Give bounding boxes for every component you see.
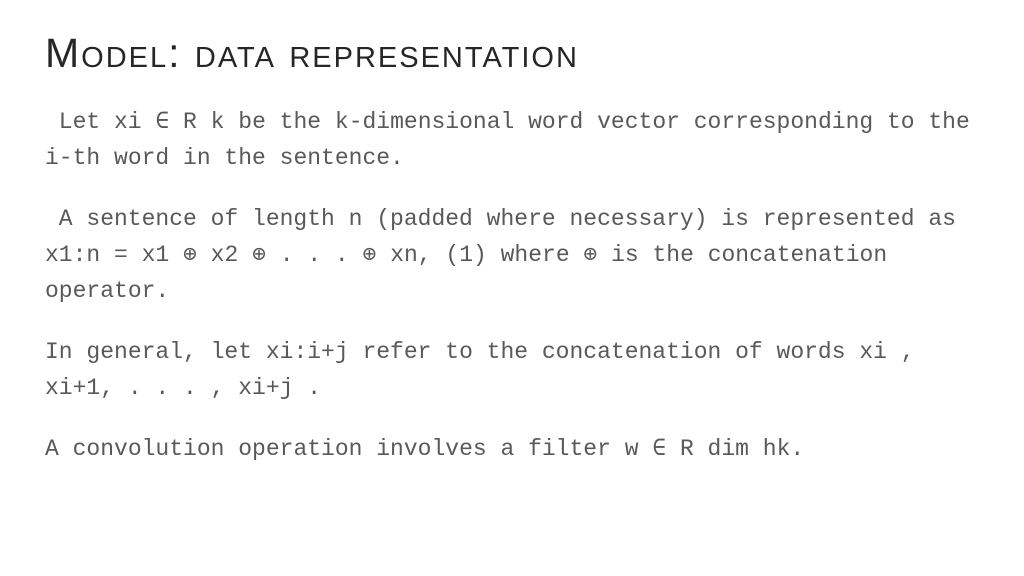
paragraph-1: Let xi ∈ R k be the k-dimensional word v…	[45, 105, 979, 176]
slide: Model: data representation Let xi ∈ R k …	[0, 0, 1024, 576]
slide-title: Model: data representation	[45, 30, 979, 77]
paragraph-2: A sentence of length n (padded where nec…	[45, 202, 979, 309]
paragraph-3: In general, let xi:i+j refer to the conc…	[45, 335, 979, 406]
paragraph-4: A convolution operation involves a filte…	[45, 432, 979, 468]
